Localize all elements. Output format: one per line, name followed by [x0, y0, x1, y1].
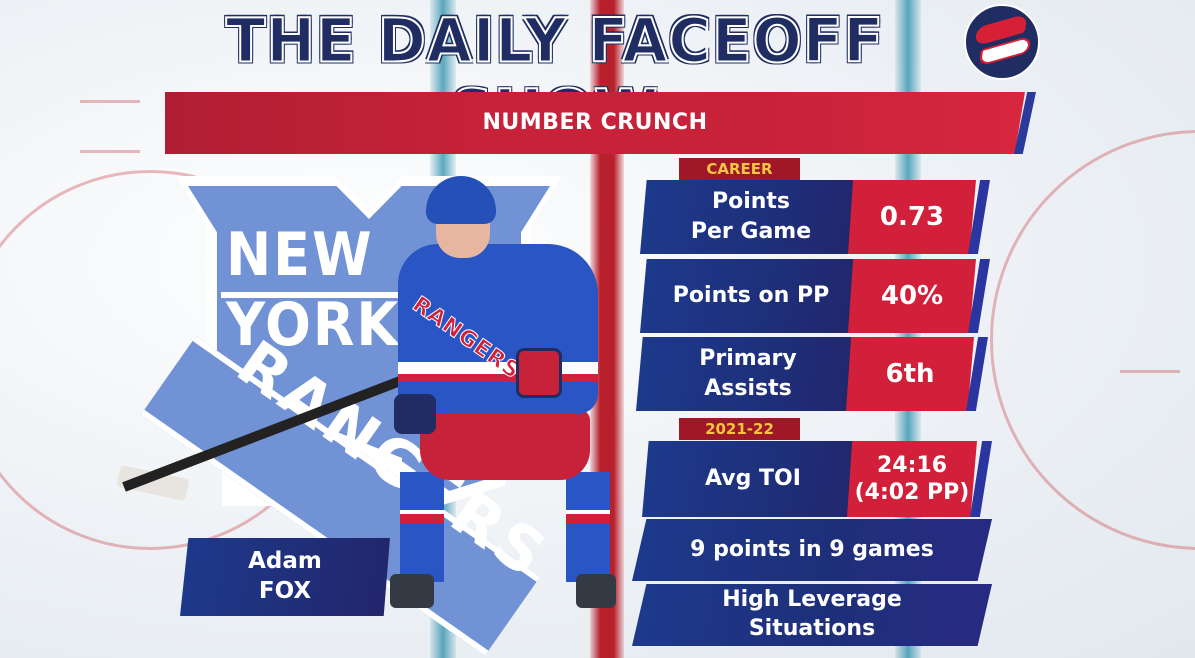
- stat-value: 0.73: [848, 180, 976, 254]
- stat-row-points-in-games: 9 points in 9 games: [632, 519, 992, 581]
- stat-text: High Leverage Situations: [632, 584, 992, 646]
- stat-label: Points Per Game: [640, 180, 862, 254]
- stat-value: 40%: [848, 259, 976, 333]
- player-last-name: FOX: [258, 578, 312, 604]
- player-name-plate: Adam FOX: [180, 538, 390, 616]
- skate-icon: [576, 574, 616, 608]
- section-tag-season: 2021-22: [679, 418, 800, 440]
- stat-label: Primary Assists: [636, 337, 860, 411]
- player-first-name: Adam: [248, 548, 322, 575]
- faceoff-circle-right: [990, 130, 1195, 550]
- skate-icon: [390, 574, 434, 608]
- stat-row-avg-toi: Avg TOI 24:16 (4:02 PP): [642, 441, 992, 517]
- rink-hash-mark: [80, 150, 140, 153]
- helmet-icon: [426, 176, 496, 224]
- daily-faceoff-logo-icon: [964, 4, 1040, 80]
- glove-icon: [394, 394, 436, 434]
- rink-hash-mark: [80, 100, 140, 103]
- player-photo: RANGERS: [380, 172, 630, 612]
- stat-label: Points on PP: [640, 259, 862, 333]
- segment-title: NUMBER CRUNCH: [482, 110, 708, 135]
- section-tag-career: CAREER: [679, 158, 800, 180]
- stat-row-points-on-pp: Points on PP 40%: [640, 259, 990, 333]
- stat-row-points-per-game: Points Per Game 0.73: [640, 180, 990, 254]
- stat-value: 6th: [846, 337, 974, 411]
- crest-text-new-york: NEW YORK: [226, 220, 401, 360]
- segment-banner: [165, 92, 1025, 154]
- stat-label: Avg TOI: [642, 441, 864, 517]
- glove-icon: [516, 348, 562, 398]
- stat-value: 24:16 (4:02 PP): [847, 441, 977, 517]
- stat-text: 9 points in 9 games: [632, 519, 992, 581]
- stat-row-high-leverage: High Leverage Situations: [632, 584, 992, 646]
- stat-row-primary-assists: Primary Assists 6th: [636, 337, 990, 411]
- rink-hash-mark: [1120, 370, 1180, 373]
